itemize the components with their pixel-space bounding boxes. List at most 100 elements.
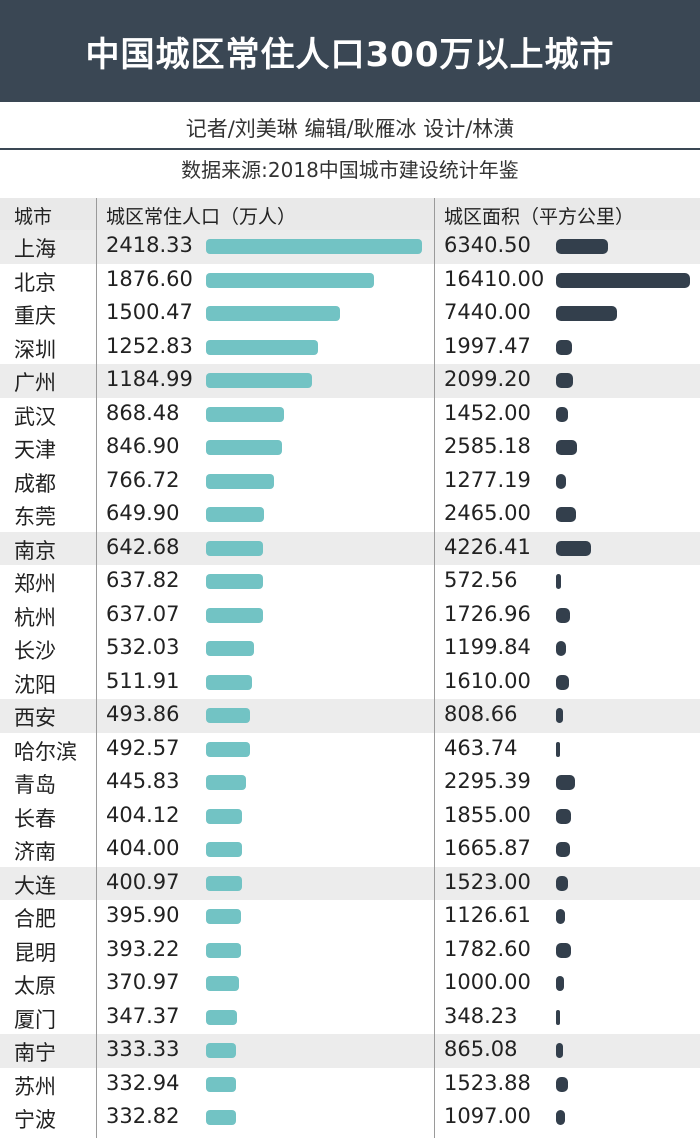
city-name: 合肥 <box>14 907 56 931</box>
population-value: 2418.33 <box>106 233 193 257</box>
area-bar <box>556 942 571 958</box>
area-bar <box>556 406 568 422</box>
divider-top <box>0 148 700 150</box>
table-row: 广州 1184.99 2099.20 <box>0 364 700 398</box>
population-bar <box>206 406 284 422</box>
table-row: 太原 370.97 1000.00 <box>0 967 700 1001</box>
area-value: 1523.00 <box>444 869 531 894</box>
population-value: 404.00 <box>106 836 180 860</box>
population-value: 347.37 <box>106 1003 180 1028</box>
city-name: 大连 <box>14 873 56 898</box>
area-bar <box>556 708 563 723</box>
city-name: 沈阳 <box>14 672 56 697</box>
area-bar <box>556 540 591 556</box>
city-name: 成都 <box>14 471 56 496</box>
area-bar <box>556 440 578 455</box>
area-bar <box>556 473 567 489</box>
area-bar <box>556 741 560 757</box>
city-name: 广州 <box>14 371 56 395</box>
city-name: 西安 <box>14 706 56 730</box>
area-value: 4226.41 <box>444 534 531 559</box>
area-bar <box>556 641 566 656</box>
area-bar <box>556 373 574 388</box>
area-value: 1452.00 <box>444 400 531 425</box>
population-bar <box>206 607 263 623</box>
population-bar <box>206 909 242 924</box>
table-row: 大连 400.97 1523.00 <box>0 866 700 900</box>
table-row: 长春 404.12 1855.00 <box>0 800 700 834</box>
area-bar <box>556 808 572 824</box>
area-bar <box>556 306 617 321</box>
area-value: 1000.00 <box>444 970 531 994</box>
table-row: 重庆 1500.47 7440.00 <box>0 297 700 331</box>
area-bar <box>556 239 608 254</box>
area-bar <box>556 1076 569 1092</box>
population-value: 404.12 <box>106 802 180 827</box>
area-bar <box>556 775 575 790</box>
city-name: 天津 <box>14 438 56 462</box>
table-row: 杭州 637.07 1726.96 <box>0 599 700 633</box>
table-row: 苏州 332.94 1523.88 <box>0 1068 700 1102</box>
area-value: 348.23 <box>444 1003 518 1028</box>
table-row: 哈尔滨 492.57 463.74 <box>0 733 700 767</box>
area-value: 1782.60 <box>444 936 531 961</box>
city-name: 厦门 <box>14 1007 56 1032</box>
population-value: 395.90 <box>106 903 180 927</box>
column-divider-1 <box>96 198 97 1138</box>
table-row: 合肥 395.90 1126.61 <box>0 900 700 934</box>
population-bar <box>206 1009 238 1025</box>
population-value: 868.48 <box>106 400 180 425</box>
page-title: 中国城区常住人口300万以上城市 <box>0 0 700 102</box>
population-bar <box>206 808 243 824</box>
table-row: 天津 846.90 2585.18 <box>0 431 700 465</box>
column-header-population: 城区常住人口（万人） <box>106 206 297 228</box>
area-bar <box>556 339 573 355</box>
population-value: 637.07 <box>106 601 180 626</box>
population-value: 1500.47 <box>106 300 193 324</box>
table-row: 成都 766.72 1277.19 <box>0 465 700 499</box>
area-value: 1277.19 <box>444 467 531 492</box>
population-bar <box>206 272 374 288</box>
area-value: 1523.88 <box>444 1070 531 1095</box>
area-value: 6340.50 <box>444 233 531 257</box>
table-row: 北京 1876.60 16410.00 <box>0 264 700 298</box>
city-name: 郑州 <box>14 572 56 596</box>
population-bar <box>206 708 251 723</box>
table-row: 沈阳 511.91 1610.00 <box>0 666 700 700</box>
city-name: 长沙 <box>14 639 56 663</box>
population-value: 400.97 <box>106 869 180 894</box>
table-row: 上海 2418.33 6340.50 <box>0 230 700 264</box>
table-row: 长沙 532.03 1199.84 <box>0 632 700 666</box>
population-bar <box>206 1110 236 1125</box>
table-row: 厦门 347.37 348.23 <box>0 1001 700 1035</box>
area-value: 2465.00 <box>444 501 531 525</box>
population-value: 493.86 <box>106 702 180 726</box>
area-bar <box>556 909 566 924</box>
area-bar <box>556 607 571 623</box>
area-bar <box>556 875 569 891</box>
population-value: 393.22 <box>106 936 180 961</box>
table-row: 济南 404.00 1665.87 <box>0 833 700 867</box>
city-name: 昆明 <box>14 940 56 965</box>
table-row: 西安 493.86 808.66 <box>0 699 700 733</box>
city-name: 苏州 <box>14 1074 56 1099</box>
population-value: 637.82 <box>106 568 180 592</box>
population-value: 532.03 <box>106 635 180 659</box>
area-bar <box>556 574 561 589</box>
column-header-city: 城市 <box>14 206 53 228</box>
city-name: 哈尔滨 <box>14 739 77 764</box>
population-bar <box>206 540 264 556</box>
city-name: 济南 <box>14 840 56 864</box>
area-value: 16410.00 <box>444 266 545 291</box>
city-name: 重庆 <box>14 304 56 328</box>
population-value: 649.90 <box>106 501 180 525</box>
population-value: 1184.99 <box>106 367 193 391</box>
population-value: 1252.83 <box>106 333 193 358</box>
population-bar <box>206 339 318 355</box>
area-value: 1199.84 <box>444 635 531 659</box>
population-value: 511.91 <box>106 668 180 693</box>
population-bar <box>206 942 242 958</box>
area-bar <box>556 1009 560 1025</box>
population-bar <box>206 1076 236 1092</box>
area-value: 865.08 <box>444 1037 518 1061</box>
